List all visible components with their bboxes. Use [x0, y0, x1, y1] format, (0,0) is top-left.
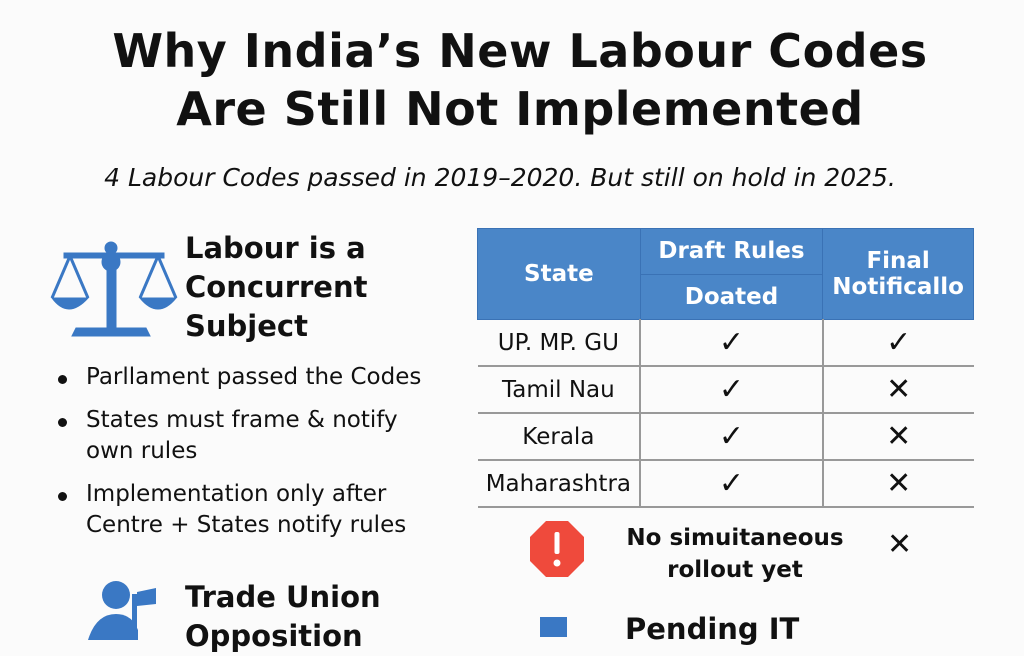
header-state: State [477, 228, 641, 320]
table-row: Maharashtra ✓ ✕ [477, 460, 974, 508]
pending-heading: Pending IT [625, 612, 800, 646]
check-icon: ✓ [639, 319, 823, 367]
heading-line: Trade Union [185, 580, 381, 614]
concurrent-bullets: Parllament passed the Codes States must … [58, 362, 458, 553]
cross-icon: ✕ [821, 366, 974, 414]
heading-line: Subject [185, 309, 308, 343]
bullet-item: States must frame & notify own rules [58, 405, 416, 467]
trade-union-heading: Trade Union Opposition [185, 578, 381, 656]
check-icon: ✓ [639, 413, 823, 461]
state-cell: Maharashtra [477, 460, 641, 508]
pending-icon [540, 617, 567, 637]
title-line: Are Still Not Implemented [176, 82, 864, 136]
check-icon: ✓ [639, 366, 823, 414]
check-icon: ✓ [821, 319, 974, 367]
subtitle: 4 Labour Codes passed in 2019–2020. But … [104, 163, 896, 192]
alert-text: No simuitaneous rollout yet [626, 525, 844, 583]
alert-stop-icon [530, 521, 584, 577]
cross-icon: ✕ [887, 527, 913, 562]
state-cell: Tamil Nau [477, 366, 641, 414]
concurrent-heading: Labour is a Concurrent Subject [185, 229, 367, 346]
title-line: Why India’s New Labour Codes [112, 24, 928, 78]
heading-line: Opposition [185, 619, 363, 653]
state-cell: Kerala [477, 413, 641, 461]
cross-icon: ✕ [821, 413, 974, 461]
scales-of-justice-icon [50, 241, 178, 337]
state-status-table: State Draft Rules Final Notificallo Doat… [477, 228, 974, 508]
person-flag-icon [88, 581, 156, 640]
header-draft-rules: Draft Rules [639, 228, 824, 275]
header-final-notification: Final Notificallo [822, 228, 974, 320]
table-row: Tamil Nau ✓ ✕ [477, 366, 974, 414]
header-draft-rules-sub: Doated [639, 273, 824, 320]
bullet-item: Parllament passed the Codes [58, 362, 458, 393]
table-row: UP. MP. GU ✓ ✓ [477, 319, 974, 367]
table-row: Kerala ✓ ✕ [477, 413, 974, 461]
page-title: Why India’s New Labour Codes Are Still N… [0, 22, 1024, 138]
bullet-item: Implementation only after Centre + State… [58, 479, 426, 541]
check-icon: ✓ [639, 460, 823, 508]
heading-line: Labour is a [185, 231, 366, 265]
cross-icon: ✕ [821, 460, 974, 508]
heading-line: Concurrent [185, 270, 368, 304]
state-cell: UP. MP. GU [477, 319, 641, 367]
